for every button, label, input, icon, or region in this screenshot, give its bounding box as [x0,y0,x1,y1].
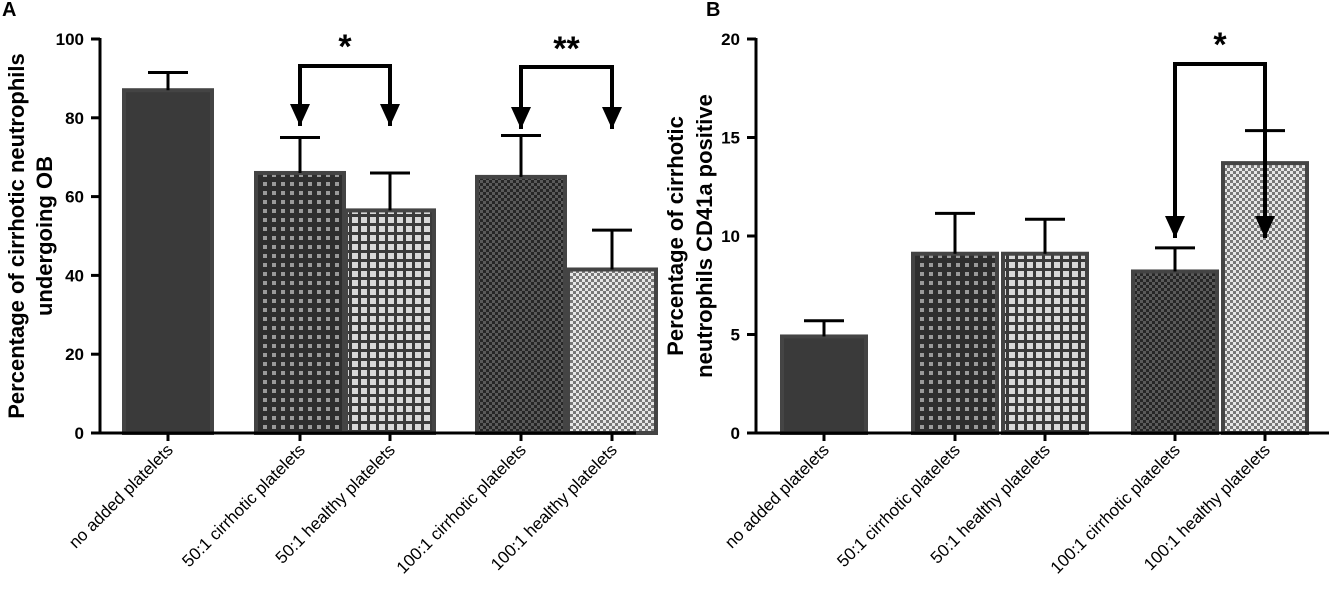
y-tick-label: 60 [65,188,84,207]
significance-label: ** [553,30,580,68]
x-tick-label: no added platelets [65,440,177,552]
bar-50-1-cirrhotic-platelets [254,170,346,436]
bar-100-1-cirrhotic-platelets [475,174,567,435]
y-axis-label-line1: Percentage of cirrhotic neutrophils [4,53,29,419]
significance-bracket [298,64,392,126]
bar-100-1-cirrhotic-platelets [1131,269,1219,435]
y-tick-label: 15 [721,129,740,148]
arrowhead [602,107,622,129]
arrowhead [1165,216,1185,238]
y-tick-label: 20 [65,345,84,364]
y-tick-label: 40 [65,266,84,285]
y-tick-label: 0 [75,424,84,443]
bar-50-1-cirrhotic-platelets [911,251,999,435]
y-tick-label: 80 [65,109,84,128]
panel-letter: A [2,0,16,21]
significance-bracket [1173,62,1267,238]
bar-no-added-platelets [780,334,868,435]
chart-panel-a: A Percentage of cirrhotic neutrophils unde… [2,0,658,577]
y-axis-label-line2: neutrophils CD41a positive [692,94,717,378]
arrowhead [511,107,531,129]
bar-100-1-healthy-platelets [566,267,658,435]
y-axis-label-line2: undergoing OB [32,156,57,316]
arrowhead [380,104,400,126]
significance-label: * [338,28,352,66]
arrowhead [1255,216,1275,238]
bar-50-1-healthy-platelets [344,208,436,435]
y-tick-label: 100 [56,30,84,49]
bar-50-1-healthy-platelets [1001,251,1089,435]
y-tick-label: 20 [721,30,740,49]
y-tick-label: 10 [721,227,740,246]
significance-label: * [1213,26,1227,64]
arrowhead [290,104,310,126]
y-tick-label: 0 [731,424,740,443]
significance-bracket [519,65,614,129]
y-axis-label-line1: Percentage of cirrhotic [663,116,688,356]
chart-panel-b: B Percentage of cirrhotic neutrophils CD41… [663,0,1329,577]
x-tick-label: no added platelets [721,440,833,552]
bar-no-added-platelets [122,88,214,435]
y-tick-label: 5 [731,326,740,345]
panel-letter: B [706,0,720,21]
